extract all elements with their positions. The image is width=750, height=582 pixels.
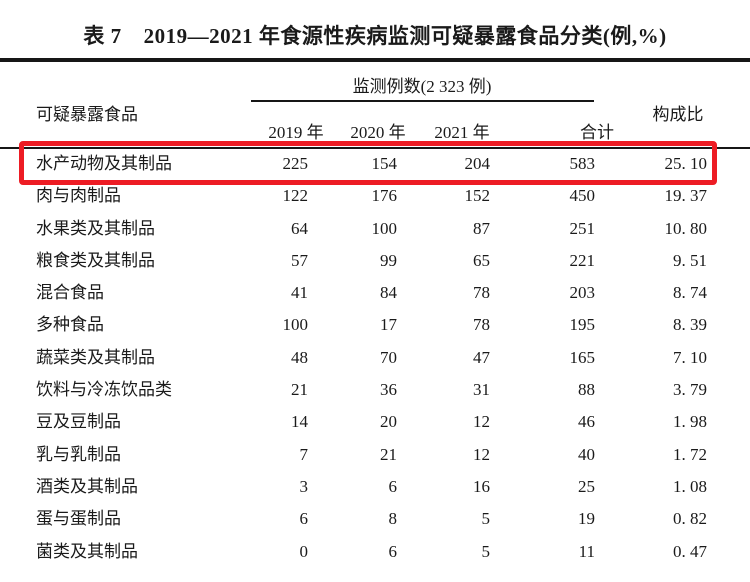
table-top-rule [0,58,750,62]
value-cell: 0. 82 [673,509,707,529]
value-cell: 8. 39 [673,315,707,335]
value-cell: 0. 47 [673,541,707,561]
value-cell: 6 [388,541,398,561]
value-cell: 176 [371,186,398,206]
table-caption: 2019—2021 年食源性疾病监测可疑暴露食品分类(例,%) [143,24,667,48]
value-cell: 21 [380,444,397,464]
value-cell: 8. 74 [673,283,707,303]
value-cell: 46 [578,412,595,432]
column-header-food: 可疑暴露食品 [36,105,138,124]
value-cell: 1. 98 [673,412,707,432]
value-cell: 12 [473,444,490,464]
value-cell: 87 [473,218,490,238]
food-name-cell: 水产动物及其制品 [36,154,172,173]
value-cell: 203 [569,283,596,303]
value-cell: 100 [282,315,309,335]
value-cell: 3 [299,476,309,496]
food-name-cell: 豆及豆制品 [36,412,121,432]
value-cell: 12 [473,412,490,432]
value-cell: 78 [473,315,490,335]
value-cell: 19. 37 [664,186,708,206]
column-group-header-monitored-cases: 监测例数(2 323 例) [352,77,492,96]
value-cell: 204 [464,154,491,173]
value-cell: 5 [481,541,491,561]
value-cell: 0 [299,541,309,561]
value-cell: 36 [380,380,397,400]
value-cell: 84 [380,283,397,303]
value-cell: 6 [299,509,309,529]
values-column-2019: 225 122 64 57 41 100 48 21 14 7 3 6 0 [230,148,309,568]
value-cell: 9. 51 [673,250,707,270]
value-cell: 195 [569,315,596,335]
value-cell: 70 [380,347,397,367]
group-header-underline [251,100,594,102]
column-header-2020: 2020 年 [350,123,406,142]
value-cell: 47 [473,347,490,367]
values-column-total: 583 450 251 221 203 195 165 88 46 40 25 19 11 [513,148,596,568]
food-name-cell: 菌类及其制品 [36,541,138,561]
column-header-2019: 2019 年 [268,123,324,142]
food-name-cell: 水果类及其制品 [36,218,155,238]
values-column-2020: 154 176 100 99 84 17 70 36 20 21 6 8 6 [320,148,398,568]
value-cell: 251 [569,218,596,238]
value-cell: 6 [388,476,398,496]
column-header-2021: 2021 年 [434,123,490,142]
value-cell: 583 [569,154,596,173]
values-column-ratio: 25. 10 19. 37 10. 80 9. 51 8. 74 8. 39 7. 10 3.… [617,148,708,568]
value-cell: 65 [473,250,490,270]
column-header-total: 合计 [580,123,614,142]
value-cell: 165 [569,347,596,367]
value-cell: 450 [569,186,596,206]
value-cell: 3. 79 [673,380,707,400]
value-cell: 154 [371,154,398,173]
value-cell: 1. 08 [673,476,707,496]
value-cell: 1. 72 [673,444,707,464]
value-cell: 48 [291,347,308,367]
header-separator-rule [0,147,750,149]
value-cell: 17 [380,315,397,335]
value-cell: 40 [578,444,595,464]
value-cell: 100 [371,218,398,238]
value-cell: 11 [578,541,595,561]
table-title: 表 7 2019—2021 年食源性疾病监测可疑暴露食品分类(例,%) [0,20,750,50]
food-name-cell: 混合食品 [36,283,104,303]
value-cell: 8 [388,509,398,529]
value-cell: 41 [291,283,308,303]
value-cell: 10. 80 [664,218,708,238]
food-name-cell: 蛋与蛋制品 [36,509,121,529]
value-cell: 57 [291,250,308,270]
value-cell: 225 [282,154,309,173]
value-cell: 16 [473,476,490,496]
value-cell: 64 [291,218,308,238]
food-name-cell: 粮食类及其制品 [36,250,155,270]
food-name-cell: 酒类及其制品 [36,476,138,496]
values-column-2021: 204 152 87 65 78 78 47 31 12 12 16 5 5 [410,148,491,568]
food-name-cell: 蔬菜类及其制品 [36,347,155,367]
value-cell: 19 [578,509,595,529]
table-number-label: 表 7 [83,24,122,48]
value-cell: 88 [578,380,595,400]
food-name-cell: 多种食品 [36,315,104,335]
value-cell: 122 [282,186,309,206]
value-cell: 20 [380,412,397,432]
value-cell: 25. 10 [664,154,708,173]
value-cell: 31 [473,380,490,400]
value-cell: 14 [291,412,308,432]
value-cell: 21 [291,380,308,400]
food-name-cell: 肉与肉制品 [36,186,121,206]
food-name-column: 水产动物及其制品 肉与肉制品水果类及其制品 粮食类及其制品 混合食品多种食品蔬菜类及其… [36,148,228,568]
food-name-cell: 饮料与冷冻饮品类 [36,380,172,400]
value-cell: 78 [473,283,490,303]
column-header-composition-ratio: 构成比 [652,105,704,124]
value-cell: 152 [464,186,491,206]
value-cell: 7. 10 [673,347,707,367]
food-name-cell: 乳与乳制品 [36,444,121,464]
value-cell: 99 [380,250,397,270]
value-cell: 7 [299,444,309,464]
value-cell: 5 [481,509,491,529]
value-cell: 25 [578,476,595,496]
value-cell: 221 [569,250,596,270]
